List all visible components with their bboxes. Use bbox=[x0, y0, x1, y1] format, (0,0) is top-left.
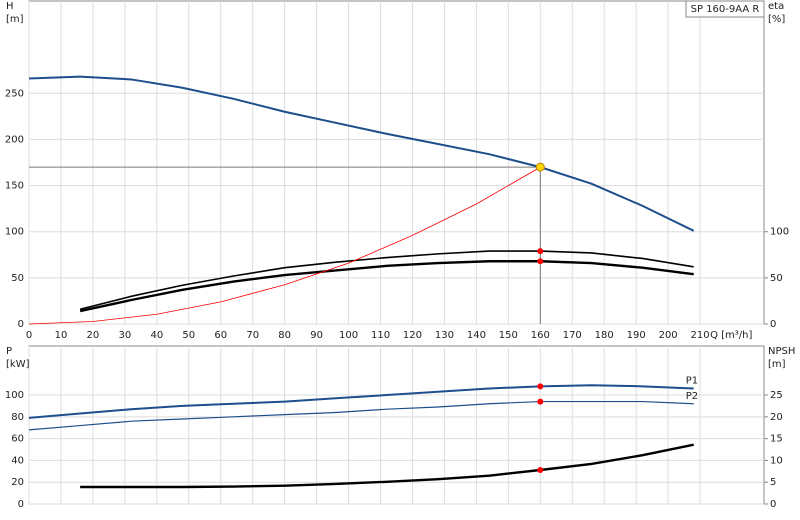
chart-title: SP 160-9AA R bbox=[691, 4, 760, 15]
duty-point bbox=[537, 383, 544, 390]
x-tick-label: 60 bbox=[214, 330, 227, 341]
x-tick-label: 180 bbox=[595, 330, 614, 341]
series-line bbox=[28, 75, 695, 232]
x-tick-label: 80 bbox=[278, 330, 291, 341]
x-tick-label: 200 bbox=[659, 330, 678, 341]
x-tick-label: 190 bbox=[627, 330, 646, 341]
y2-tick-label: 50 bbox=[770, 273, 783, 284]
legend-label: P1 bbox=[686, 375, 698, 386]
y2-tick-label: 0 bbox=[770, 319, 776, 330]
y-axis-unit: [kW] bbox=[6, 359, 30, 370]
x-tick-label: 100 bbox=[339, 330, 358, 341]
y2-axis-unit: [m] bbox=[768, 359, 786, 370]
y2-tick-label: 0 bbox=[770, 499, 776, 510]
y2-tick-label: 20 bbox=[770, 412, 783, 423]
y-tick-label: 250 bbox=[5, 88, 24, 99]
y2-tick-label: 10 bbox=[770, 455, 783, 466]
x-tick-label: 170 bbox=[563, 330, 582, 341]
series-line bbox=[28, 384, 694, 419]
y-tick-label: 40 bbox=[11, 455, 24, 466]
x-tick-label: 50 bbox=[182, 330, 195, 341]
x-tick-label: 130 bbox=[435, 330, 454, 341]
x-tick-label: 120 bbox=[403, 330, 422, 341]
x-tick-label: 20 bbox=[87, 330, 100, 341]
duty-point bbox=[537, 398, 544, 405]
duty-point bbox=[537, 258, 544, 265]
y-tick-label: 60 bbox=[11, 434, 24, 445]
y-tick-label: 50 bbox=[11, 273, 24, 284]
duty-point bbox=[537, 248, 544, 255]
y2-axis-label: eta bbox=[768, 1, 784, 12]
y-axis-label: H bbox=[6, 1, 14, 12]
x-tick-label: 10 bbox=[55, 330, 68, 341]
title-box bbox=[685, 0, 765, 18]
y-tick-label: 200 bbox=[5, 134, 24, 145]
x-tick-label: 90 bbox=[310, 330, 323, 341]
y-tick-label: 80 bbox=[11, 412, 24, 423]
y2-axis-label: NPSH bbox=[768, 346, 795, 357]
plot-area bbox=[28, 0, 765, 325]
series-line bbox=[28, 400, 694, 431]
x-tick-label: 140 bbox=[467, 330, 486, 341]
x-tick-label: 210 bbox=[691, 330, 710, 341]
series-line bbox=[79, 260, 694, 313]
x-tick-label: 70 bbox=[246, 330, 259, 341]
y2-tick-label: 15 bbox=[770, 434, 783, 445]
x-tick-label: 160 bbox=[531, 330, 550, 341]
duty-point bbox=[535, 162, 545, 172]
y-axis-label: P bbox=[6, 346, 12, 357]
y-tick-label: 150 bbox=[5, 181, 24, 192]
x-tick-label: 0 bbox=[26, 330, 32, 341]
x-tick-label: 40 bbox=[150, 330, 163, 341]
y2-axis-unit: [%] bbox=[768, 14, 785, 25]
y-axis-unit: [m] bbox=[6, 14, 24, 25]
plot-area bbox=[28, 345, 765, 505]
series-line bbox=[79, 250, 694, 311]
x-tick-label: 110 bbox=[371, 330, 390, 341]
y-tick-label: 100 bbox=[5, 390, 24, 401]
y-tick-label: 0 bbox=[18, 499, 24, 510]
series-line bbox=[80, 443, 694, 489]
y-tick-label: 0 bbox=[18, 319, 24, 330]
x-tick-label: 150 bbox=[499, 330, 518, 341]
y2-tick-label: 5 bbox=[770, 477, 776, 488]
duty-point bbox=[537, 467, 544, 474]
series-line bbox=[28, 166, 541, 325]
y-tick-label: 100 bbox=[5, 227, 24, 238]
y-tick-label: 20 bbox=[11, 477, 24, 488]
x-axis-label: Q [m³/h] bbox=[710, 330, 752, 341]
x-tick-label: 30 bbox=[119, 330, 132, 341]
y2-tick-label: 100 bbox=[770, 227, 789, 238]
y2-tick-label: 25 bbox=[770, 390, 783, 401]
legend-label: P2 bbox=[686, 391, 698, 402]
